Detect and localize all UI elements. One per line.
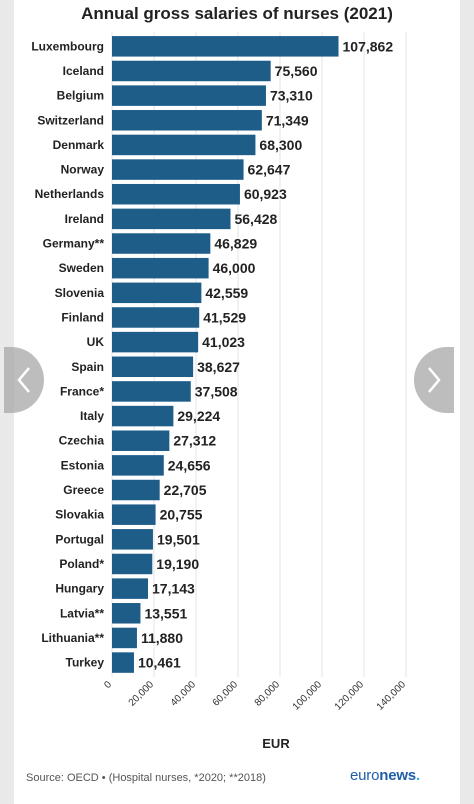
logo-dot: .: [415, 767, 420, 784]
value-label: 71,349: [266, 112, 309, 128]
category-label: Italy: [80, 409, 104, 423]
bar: [112, 504, 156, 525]
x-tick-label: 100,000: [291, 679, 325, 713]
value-label: 22,705: [164, 482, 207, 498]
x-tick-label: 20,000: [127, 679, 157, 709]
category-label: Sweden: [59, 261, 104, 275]
category-label: Slovakia: [55, 508, 104, 522]
category-label: Hungary: [55, 582, 104, 596]
bar: [112, 282, 202, 304]
bar: [112, 110, 262, 131]
category-label: Belgium: [57, 89, 104, 103]
bar: [112, 331, 199, 353]
value-label: 62,647: [248, 162, 291, 178]
bar: [112, 233, 211, 254]
value-label: 73,310: [270, 88, 313, 104]
bar: [112, 405, 174, 427]
bar: [112, 652, 134, 673]
x-tick-label: 40,000: [169, 679, 199, 709]
value-label: 107,862: [343, 38, 394, 54]
bar: [112, 381, 191, 402]
category-label: Greece: [63, 483, 104, 497]
chevron-left-icon: [17, 367, 30, 393]
value-label: 41,023: [202, 334, 245, 350]
x-tick-label: 0: [102, 679, 114, 691]
bar: [112, 430, 170, 451]
bar: [112, 159, 244, 180]
bar: [112, 529, 153, 550]
bar: [112, 553, 153, 575]
x-tick-label: 80,000: [253, 679, 283, 709]
value-label: 19,190: [156, 556, 199, 572]
category-label: Estonia: [61, 458, 105, 472]
category-label: Finland: [61, 310, 104, 324]
value-label: 10,461: [138, 655, 181, 671]
category-label: Slovenia: [55, 286, 105, 300]
value-label: 75,560: [275, 63, 318, 79]
category-label: Iceland: [63, 64, 104, 78]
category-label: Spain: [71, 360, 104, 374]
chart-card: Annual gross salaries of nurses (2021) L…: [14, 0, 460, 804]
value-label: 46,000: [213, 260, 256, 276]
value-label: 60,923: [244, 186, 287, 202]
category-label: Luxembourg: [31, 39, 104, 53]
bar: [112, 134, 256, 156]
category-label: Germany**: [43, 237, 105, 251]
category-label: Poland*: [59, 557, 104, 571]
category-label: Czechia: [59, 434, 105, 448]
value-label: 20,755: [160, 507, 203, 523]
value-label: 19,501: [157, 531, 200, 547]
category-label: Turkey: [66, 656, 105, 670]
value-label: 68,300: [259, 137, 302, 153]
bar: [112, 455, 164, 476]
bar: [112, 85, 266, 106]
category-label: France*: [60, 384, 104, 398]
category-label: Denmark: [53, 138, 105, 152]
category-label: Portugal: [55, 532, 104, 546]
category-label: Lithuania**: [41, 631, 104, 645]
value-label: 46,829: [214, 236, 257, 252]
value-label: 24,656: [168, 457, 211, 473]
bar: [112, 208, 231, 230]
x-axis-label: EUR: [262, 736, 290, 751]
value-label: 29,224: [177, 408, 220, 424]
value-label: 37,508: [195, 383, 238, 399]
source-note: Source: OECD • (Hospital nurses, *2020; …: [26, 772, 266, 784]
value-label: 41,529: [203, 309, 246, 325]
bar: [112, 603, 141, 624]
bar: [112, 36, 339, 57]
bar: [112, 356, 194, 378]
value-label: 42,559: [205, 285, 248, 301]
bar: [112, 627, 137, 649]
chevron-right-icon: [428, 367, 441, 393]
value-label: 27,312: [173, 433, 216, 449]
bar: [112, 578, 149, 599]
value-label: 38,627: [197, 359, 240, 375]
bar: [112, 257, 209, 279]
euronews-logo: euronews.: [350, 767, 420, 784]
x-tick-label: 140,000: [375, 679, 409, 713]
value-label: 17,143: [152, 581, 195, 597]
bar: [112, 60, 271, 82]
x-tick-label: 60,000: [211, 679, 241, 709]
value-label: 13,551: [144, 605, 187, 621]
value-label: 56,428: [234, 211, 277, 227]
bar: [112, 307, 200, 328]
category-label: Switzerland: [37, 113, 104, 127]
category-label: Netherlands: [35, 187, 105, 201]
x-tick-label: 120,000: [333, 679, 367, 713]
bar-chart: Luxembourg 107,862 Iceland 75,560 Belgium 73,…: [31, 32, 409, 713]
bar: [112, 183, 240, 205]
logo-text-bold: news: [379, 767, 416, 784]
bar: [112, 479, 160, 501]
chart-title: Annual gross salaries of nurses (2021): [81, 4, 393, 23]
category-label: UK: [87, 335, 105, 349]
category-label: Norway: [61, 163, 105, 177]
category-label: Latvia**: [60, 606, 104, 620]
logo-text-main: euro: [350, 767, 380, 784]
category-label: Ireland: [65, 212, 104, 226]
value-label: 11,880: [141, 630, 183, 646]
